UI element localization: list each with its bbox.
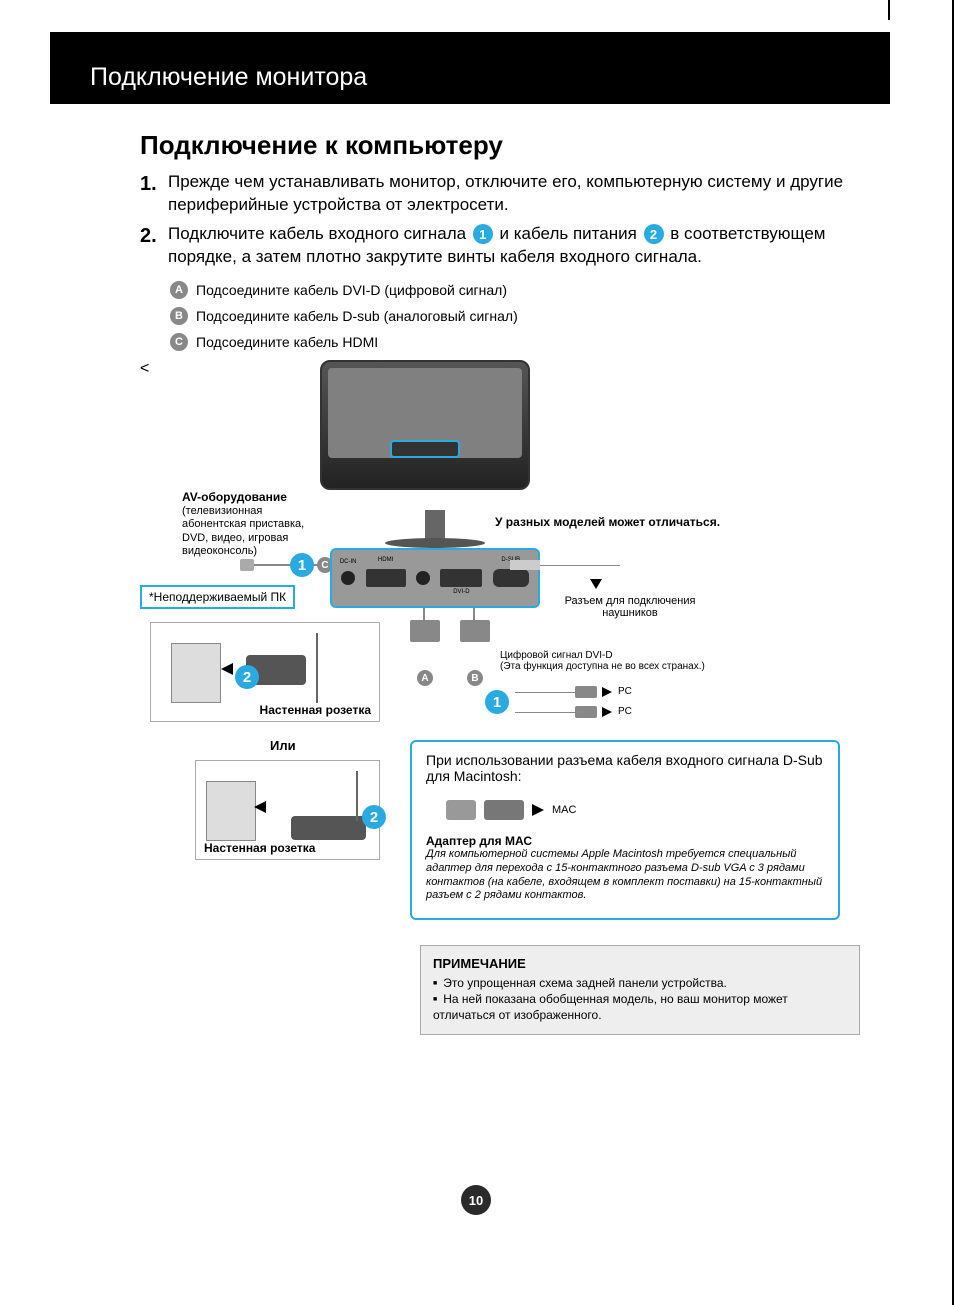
circle-1-dsub: 1 — [485, 690, 509, 714]
port-dvi-label: DVI-D — [453, 589, 469, 595]
plug-arrow-1 — [221, 663, 233, 675]
diagram: У разных моделей может отличаться. AV-об… — [140, 360, 860, 940]
outlet-1-label: Настенная розетка — [260, 703, 371, 717]
audio-cable-line — [540, 565, 620, 566]
header-title: Подключение монитора — [90, 63, 367, 92]
pc-label-1: PC — [618, 686, 632, 697]
cable-plug-icon — [240, 559, 254, 571]
port-hdmi-label: HDMI — [378, 557, 393, 563]
letter-c-icon: C — [170, 333, 188, 351]
sub-b-text: Подсоедините кабель D-sub (аналоговый си… — [196, 308, 518, 324]
header-bar: Подключение монитора — [50, 32, 890, 104]
sub-a: A Подсоедините кабель DVI-D (цифровой си… — [170, 281, 852, 299]
outlet-2-plate — [206, 781, 256, 841]
section-title: Подключение к компьютеру — [140, 130, 852, 161]
sub-b: B Подсоедините кабель D-sub (аналоговый … — [170, 307, 852, 325]
plug-arrow-2 — [254, 801, 266, 813]
outlet-2-label: Настенная розетка — [204, 841, 315, 855]
sub-c-text: Подсоедините кабель HDMI — [196, 334, 378, 350]
port-dvi: DVI-D — [440, 569, 482, 587]
sub-list: A Подсоедините кабель DVI-D (цифровой си… — [170, 281, 852, 351]
mac-connector-row: MAC — [446, 800, 824, 820]
or-label: Или — [270, 738, 296, 753]
pc-label-2: PC — [618, 706, 632, 717]
circle-2-outlet2: 2 — [362, 805, 386, 829]
adapter-2-icon — [291, 816, 366, 840]
letter-b-icon: B — [170, 307, 188, 325]
mac-adapter-text: Для компьютерной системы Apple Macintosh… — [426, 848, 824, 903]
note-box: ПРИМЕЧАНИЕ Это упрощенная схема задней п… — [420, 945, 860, 1035]
page-number: 10 — [461, 1185, 491, 1215]
step-1: 1. Прежде чем устанавливать монитор, отк… — [140, 171, 852, 217]
pc-conn-1 — [575, 686, 597, 698]
port-hdmi: HDMI — [366, 569, 406, 587]
note-item-2: На ней показана обобщенная модель, но ва… — [433, 991, 847, 1023]
step-2-num: 2. — [140, 223, 162, 269]
letter-b-diagram: B — [467, 670, 483, 686]
pc-conn-2 — [575, 706, 597, 718]
note-item-1: Это упрощенная схема задней панели устро… — [433, 975, 847, 991]
adapter-2-cable — [356, 771, 358, 821]
pc-cable-1 — [515, 692, 575, 693]
dsub-connector-icon — [460, 620, 490, 642]
dvi-signal-label: Цифровой сигнал DVI-D (Эта функция досту… — [500, 650, 750, 672]
step-1-text: Прежде чем устанавливать монитор, отключ… — [168, 171, 852, 217]
port-audio — [416, 571, 430, 585]
inline-circle-1: 1 — [473, 224, 493, 244]
av-equipment-label: AV-оборудование (телевизионная абонентск… — [182, 490, 312, 558]
dvi-connector-icon — [410, 620, 440, 642]
outlet-1-plate — [171, 643, 221, 703]
dvi-signal-text: Цифровой сигнал DVI-D — [500, 650, 613, 661]
letter-a-diagram: A — [417, 670, 433, 686]
monitor-illustration — [320, 360, 550, 520]
port-dc-label: DC-IN — [340, 559, 357, 565]
corner-mark — [888, 0, 890, 20]
sub-c: C Подсоедините кабель HDMI — [170, 333, 852, 351]
av-title: AV-оборудование — [182, 490, 287, 504]
model-note: У разных моделей может отличаться. — [495, 515, 720, 529]
wall-outlet-1: Настенная розетка — [150, 622, 380, 722]
sub-a-text: Подсоедините кабель DVI-D (цифровой сигн… — [196, 282, 507, 298]
step-2: 2. Подключите кабель входного сигнала 1 … — [140, 223, 852, 269]
headphone-arrow — [590, 575, 602, 593]
audio-plug-icon — [510, 560, 540, 570]
port-panel: DC-IN HDMI DVI-D D-SUB — [330, 548, 540, 608]
monitor-body — [320, 360, 530, 490]
mac-conn-1-icon — [446, 800, 476, 820]
mac-box: При использовании разъема кабеля входног… — [410, 740, 840, 920]
step-2-text: Подключите кабель входного сигнала 1 и к… — [168, 223, 852, 269]
circle-1-hdmi: 1 — [290, 553, 314, 577]
monitor-base — [385, 538, 485, 548]
arrow-pc-2 — [602, 707, 612, 717]
arrow-pc-1 — [602, 687, 612, 697]
circle-2-outlet1: 2 — [235, 665, 259, 689]
step-2-b: и кабель питания — [500, 224, 642, 243]
adapter-1-cable — [316, 633, 318, 703]
dvi-signal-note: (Эта функция доступна не во всех странах… — [500, 661, 705, 672]
mac-label: MAC — [552, 804, 576, 816]
inline-circle-2: 2 — [644, 224, 664, 244]
mac-adapter-icon — [484, 800, 524, 820]
content: Подключение к компьютеру 1. Прежде чем у… — [140, 130, 852, 359]
mac-adapter-title: Адаптер для МАС — [426, 834, 824, 848]
monitor-stand — [425, 510, 445, 540]
wall-outlet-2: Настенная розетка — [195, 760, 380, 860]
port-dc-in: DC-IN — [341, 571, 355, 585]
pc-cable-2 — [515, 712, 575, 713]
headphone-label: Разъем для подключения наушников — [550, 595, 710, 619]
dvi-cable-down — [423, 608, 425, 622]
letter-a-icon: A — [170, 281, 188, 299]
av-text: (телевизионная абонентская приставка, DV… — [182, 505, 304, 557]
dsub-cable-down — [473, 608, 475, 622]
mac-arrow-icon — [532, 804, 544, 816]
note-title: ПРИМЕЧАНИЕ — [433, 956, 847, 971]
port-dsub: D-SUB — [493, 569, 529, 587]
step-2-a: Подключите кабель входного сигнала — [168, 224, 471, 243]
note-list: Это упрощенная схема задней панели устро… — [433, 975, 847, 1024]
step-1-num: 1. — [140, 171, 162, 217]
unsupported-pc-box: *Неподдерживаемый ПК — [140, 585, 295, 609]
mac-title: При использовании разъема кабеля входног… — [426, 752, 824, 784]
monitor-ports-highlight — [390, 440, 460, 458]
